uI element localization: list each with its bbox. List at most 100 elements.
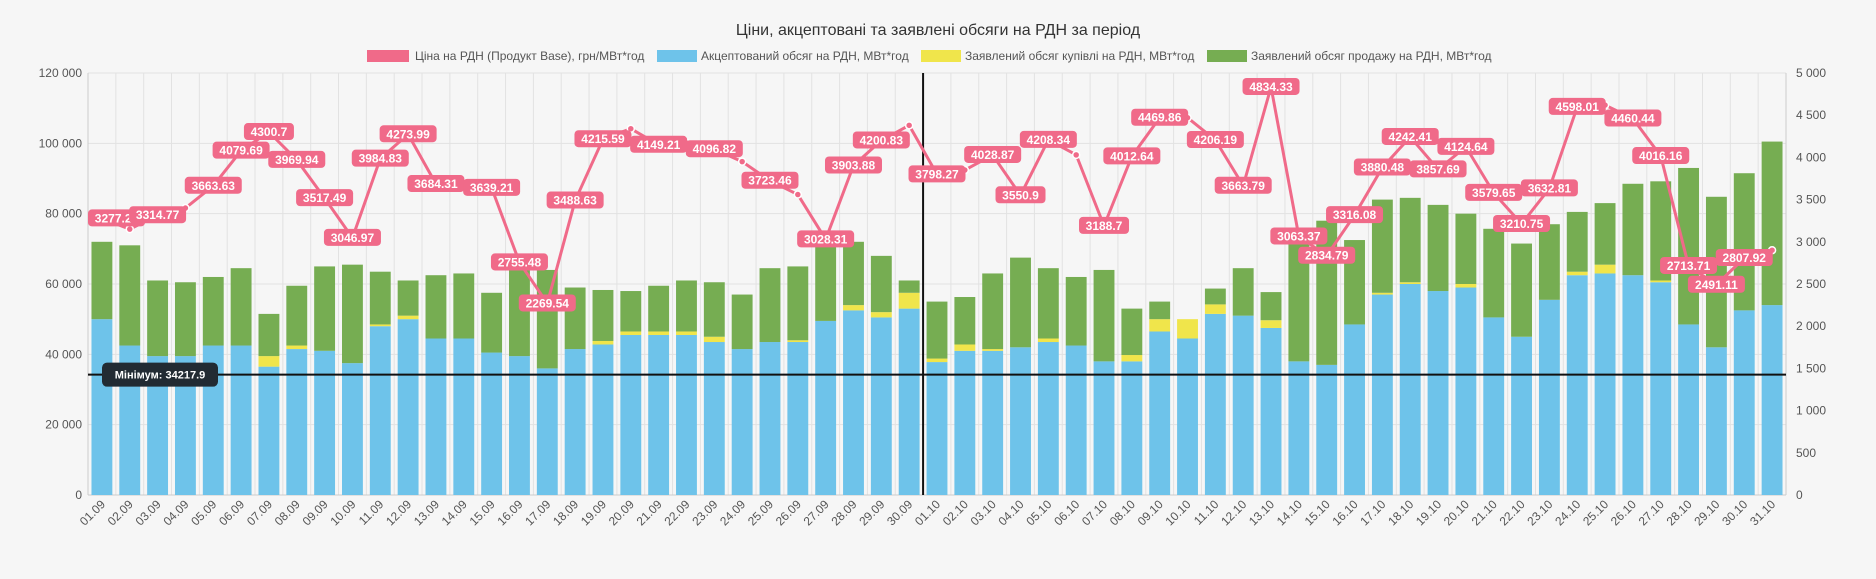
price-label-box bbox=[1437, 137, 1495, 155]
price-label-07.10: 3188.7 bbox=[1086, 219, 1123, 233]
bar-accepted-26.10 bbox=[1622, 275, 1644, 495]
x-tick-label: 04.10 bbox=[995, 497, 1026, 528]
bar-buy-22.09 bbox=[676, 331, 697, 335]
price-label-28.10: 2713.71 bbox=[1667, 259, 1711, 273]
bar-sell-05.10 bbox=[1037, 268, 1059, 339]
bar-accepted-18.10 bbox=[1399, 284, 1421, 495]
x-tick-label: 06.09 bbox=[216, 497, 247, 528]
x-axis: 01.0902.0903.0904.0905.0906.0907.0908.09… bbox=[77, 497, 1779, 528]
bar-accepted-05.10 bbox=[1037, 342, 1059, 495]
x-tick-label: 17.10 bbox=[1357, 497, 1388, 528]
price-point-02.09 bbox=[125, 224, 135, 234]
bar-sell-05.09 bbox=[202, 276, 224, 346]
x-tick-label: 05.09 bbox=[188, 497, 219, 528]
price-label-box bbox=[1520, 179, 1578, 197]
bar-buy-18.10 bbox=[1399, 282, 1421, 284]
price-label-16.09: 2755.48 bbox=[498, 255, 542, 269]
price-label-14.10: 3063.37 bbox=[1277, 229, 1321, 243]
y-left-tick-label: 80 000 bbox=[45, 207, 82, 221]
price-label-12.10: 3663.79 bbox=[1222, 179, 1266, 193]
bar-sell-22.10 bbox=[1511, 243, 1532, 337]
bar-buy-08.09 bbox=[286, 345, 308, 350]
price-label-15.09: 3639.21 bbox=[470, 181, 514, 195]
bar-accepted-14.10 bbox=[1288, 361, 1310, 495]
price-label-18.10: 4242.41 bbox=[1389, 130, 1433, 144]
price-label-13.10: 4834.33 bbox=[1249, 80, 1293, 94]
bar-buy-19.09 bbox=[592, 340, 614, 345]
x-tick-label: 06.10 bbox=[1051, 497, 1082, 528]
x-tick-label: 13.10 bbox=[1246, 497, 1277, 528]
bar-sell-20.09 bbox=[620, 291, 642, 332]
x-tick-label: 01.10 bbox=[912, 497, 943, 528]
price-label-box bbox=[296, 189, 354, 207]
bar-buy-01.10 bbox=[926, 358, 948, 363]
bar-sell-24.10 bbox=[1566, 211, 1588, 272]
bar-sell-18.10 bbox=[1399, 197, 1421, 283]
price-label-box bbox=[351, 149, 409, 167]
bar-buy-25.10 bbox=[1594, 264, 1616, 274]
price-label-27.09: 3028.31 bbox=[804, 232, 848, 246]
bar-sell-02.10 bbox=[954, 297, 976, 345]
bar-accepted-21.10 bbox=[1483, 317, 1505, 495]
price-label-box bbox=[1242, 77, 1300, 95]
price-label-11.10: 4206.19 bbox=[1194, 133, 1238, 147]
bar-accepted-20.09 bbox=[620, 334, 642, 495]
y-right-tick-label: 2 000 bbox=[1796, 319, 1826, 333]
bar-buy-29.09 bbox=[870, 312, 892, 318]
price-label-box bbox=[1604, 109, 1662, 127]
price-label-box bbox=[1493, 215, 1551, 233]
price-label-box bbox=[1270, 227, 1328, 245]
legend-label-buy[interactable]: Заявлений обсяг купівлі на РДН, МВт*год bbox=[965, 49, 1194, 63]
x-tick-label: 17.09 bbox=[522, 497, 553, 528]
legend-label-sell[interactable]: Заявлений обсяг продажу на РДН, МВт*год bbox=[1251, 49, 1492, 63]
x-tick-label: 08.09 bbox=[272, 497, 303, 528]
bar-sell-31.10 bbox=[1761, 141, 1783, 306]
legend-label-accepted[interactable]: Акцептований обсяг на РДН, МВт*год bbox=[701, 49, 909, 63]
y-right-tick-label: 5 000 bbox=[1796, 66, 1826, 80]
x-tick-label: 20.10 bbox=[1441, 497, 1472, 528]
bar-sell-23.10 bbox=[1538, 224, 1560, 300]
x-tick-label: 19.10 bbox=[1413, 497, 1444, 528]
price-label-box bbox=[463, 178, 521, 196]
legend-swatch-sell[interactable] bbox=[1207, 50, 1247, 62]
bar-sell-02.09 bbox=[119, 245, 141, 346]
bar-sell-12.10 bbox=[1232, 268, 1254, 316]
bar-buy-26.09 bbox=[787, 340, 809, 343]
y-right-tick-label: 3 500 bbox=[1796, 193, 1826, 207]
legend-swatch-accepted[interactable] bbox=[657, 50, 697, 62]
price-label-16.10: 3316.08 bbox=[1333, 208, 1377, 222]
bar-buy-13.10 bbox=[1260, 320, 1282, 328]
x-tick-label: 07.09 bbox=[244, 497, 275, 528]
x-tick-label: 26.09 bbox=[773, 497, 804, 528]
bar-sell-11.10 bbox=[1204, 288, 1226, 305]
bar-sell-04.09 bbox=[174, 282, 196, 357]
bar-sell-25.09 bbox=[759, 268, 781, 343]
price-label-box bbox=[212, 141, 270, 159]
price-label-box bbox=[630, 135, 688, 153]
price-point-06.10 bbox=[1071, 150, 1081, 160]
price-label-04.10: 3550.9 bbox=[1002, 188, 1039, 202]
chart-legend[interactable]: Ціна на РДН (Продукт Base), грн/МВт*год А… bbox=[367, 49, 1492, 63]
bar-buy-27.10 bbox=[1650, 280, 1672, 283]
bar-accepted-04.09 bbox=[174, 356, 196, 495]
legend-swatch-buy[interactable] bbox=[921, 50, 961, 62]
x-tick-label: 24.09 bbox=[717, 497, 748, 528]
x-tick-label: 25.10 bbox=[1580, 497, 1611, 528]
price-label-box bbox=[1632, 147, 1690, 165]
bar-accepted-06.09 bbox=[230, 345, 252, 495]
bar-accepted-09.09 bbox=[314, 350, 336, 495]
y-axis-left: 0 20 000 40 000 60 000 80 000 100 000 120 000 bbox=[39, 66, 83, 502]
price-label-07.09: 4300.7 bbox=[251, 125, 288, 139]
bar-buy-12.09 bbox=[397, 315, 419, 320]
price-label-box bbox=[1186, 130, 1244, 148]
y-left-tick-label: 0 bbox=[75, 488, 82, 502]
x-tick-label: 09.10 bbox=[1135, 497, 1166, 528]
legend-swatch-price[interactable] bbox=[367, 50, 409, 62]
price-label-box bbox=[1660, 256, 1718, 274]
bar-accepted-07.10 bbox=[1093, 361, 1115, 495]
price-label-box bbox=[797, 230, 855, 248]
legend-label-price[interactable]: Ціна на РДН (Продукт Base), грн/МВт*год bbox=[415, 49, 644, 63]
bar-accepted-13.10 bbox=[1260, 327, 1282, 495]
price-label-05.09: 3663.63 bbox=[192, 179, 236, 193]
bar-accepted-19.09 bbox=[592, 344, 614, 495]
